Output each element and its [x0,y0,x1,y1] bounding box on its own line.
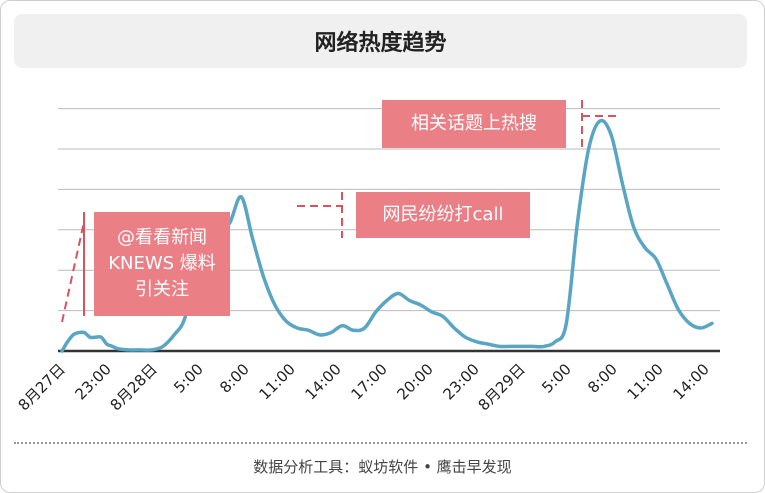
footer-credit: 数据分析工具：蚁坊软件 • 鹰击早发现 [253,458,512,476]
x-tick-label: 23:00 [440,360,483,403]
x-tick-label: 14:00 [302,360,345,403]
series-line [60,118,714,353]
x-tick-label: 8:00 [216,360,253,397]
x-tick-label: 8月28日 [107,360,161,414]
x-tick-label: 11:00 [624,360,667,403]
x-tick-label: 8月27日 [15,360,69,414]
x-tick-label: 14:00 [670,360,713,403]
annotation-hot-search: 相关话题上热搜 [382,100,566,148]
x-tick-label: 8月29日 [475,360,529,414]
x-tick-label: 23:00 [72,360,115,403]
x-tick-label: 5:00 [538,360,575,397]
footer-divider [14,442,747,444]
x-tick-label: 8:00 [584,360,621,397]
x-tick-label: 5:00 [170,360,207,397]
chart-title: 网络热度趋势 [14,14,747,68]
annotation-call: 网民纷纷打call [356,192,530,238]
annotation-marker-knews [61,221,85,323]
annotation-knews: @看看新闻KNEWS 爆料引关注 [94,212,230,316]
x-tick-label: 20:00 [394,360,437,403]
x-tick-label: 11:00 [256,360,299,403]
x-tick-label: 17:00 [348,360,391,403]
